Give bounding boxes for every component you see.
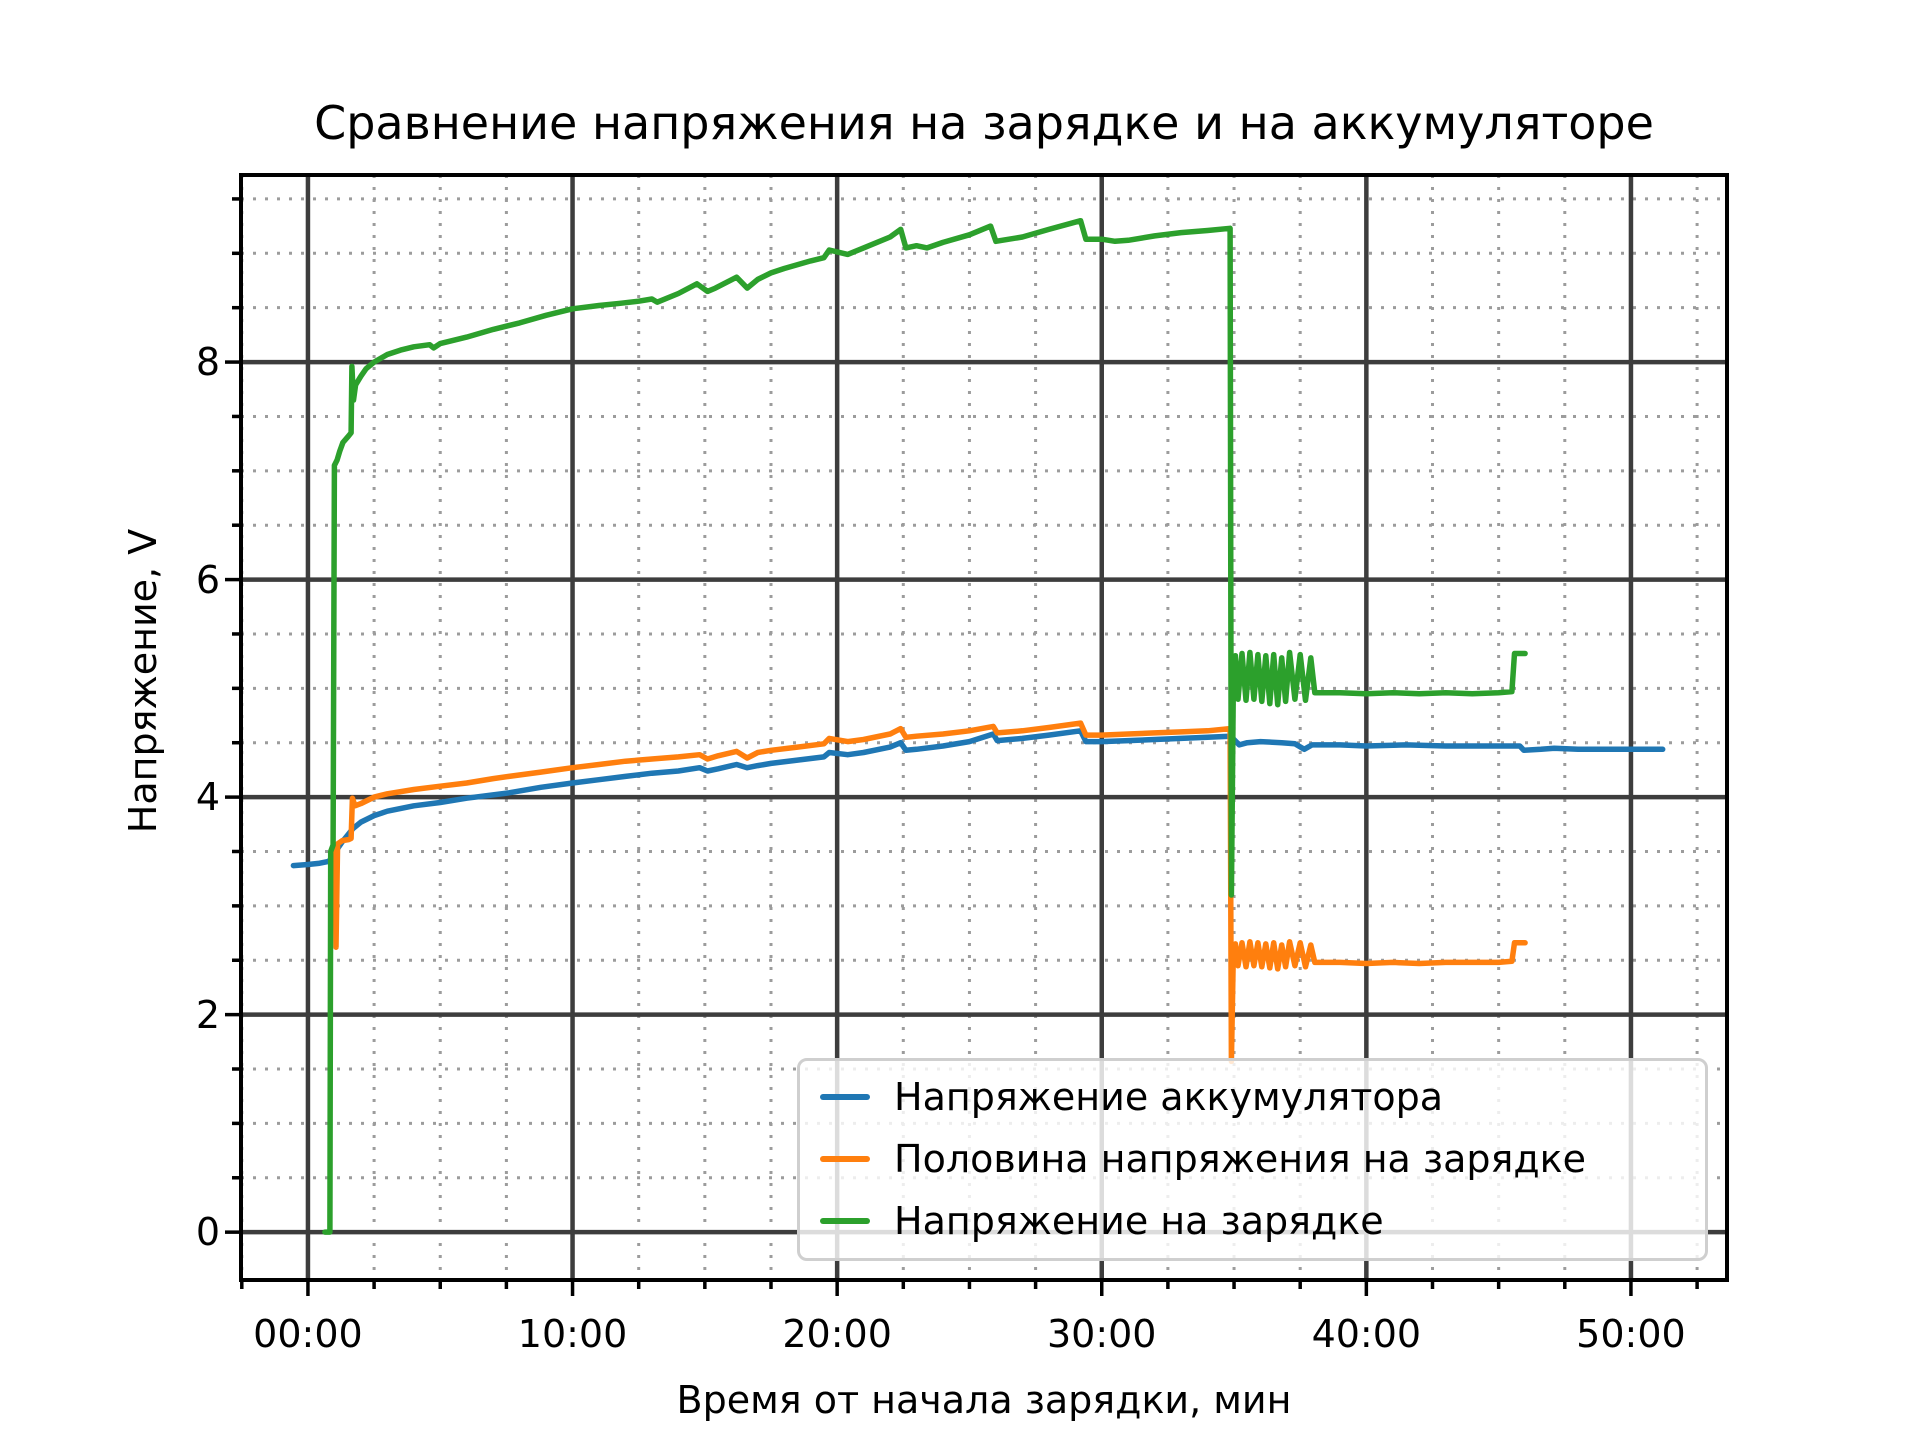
series-line-0 (290, 728, 1666, 869)
x-axis-label: Время от начала зарядки, мин (676, 1378, 1292, 1422)
y-tick-label: 8 (195, 340, 220, 385)
x-tick-label: 30:00 (1046, 1312, 1157, 1356)
y-tick-label: 0 (195, 1210, 220, 1255)
y-tick-label: 6 (195, 557, 220, 602)
legend-label: Напряжение на зарядке (894, 1199, 1384, 1243)
legend-swatch-charger (820, 1218, 870, 1224)
legend-label: Напряжение аккумулятора (894, 1075, 1444, 1119)
legend-item: Напряжение аккумулятора (820, 1066, 1705, 1128)
x-tick-label: 20:00 (782, 1312, 892, 1356)
series-line-2 (322, 217, 1528, 1235)
x-tick-label: 40:00 (1311, 1312, 1422, 1356)
x-tick-label: 10:00 (517, 1312, 628, 1356)
legend-item: Половина напряжения на зарядке (820, 1128, 1705, 1190)
plot-border (239, 173, 1729, 1282)
x-tick-label: 50:00 (1576, 1312, 1686, 1356)
chart-title: Сравнение напряжения на зарядке и на акк… (314, 96, 1654, 150)
legend-item: Напряжение на зарядке (820, 1190, 1705, 1252)
y-tick-label: 2 (195, 992, 220, 1037)
legend: Напряжение аккумулятора Половина напряже… (797, 1058, 1708, 1261)
legend-label: Половина напряжения на зарядке (894, 1137, 1586, 1181)
y-axis-label: Напряжение, V (121, 528, 165, 834)
y-tick-label: 4 (195, 775, 220, 820)
legend-swatch-half-charger (820, 1156, 870, 1162)
x-tick-label: 00:00 (253, 1312, 363, 1356)
legend-swatch-battery (820, 1094, 870, 1100)
series-line-1 (332, 720, 1528, 1065)
